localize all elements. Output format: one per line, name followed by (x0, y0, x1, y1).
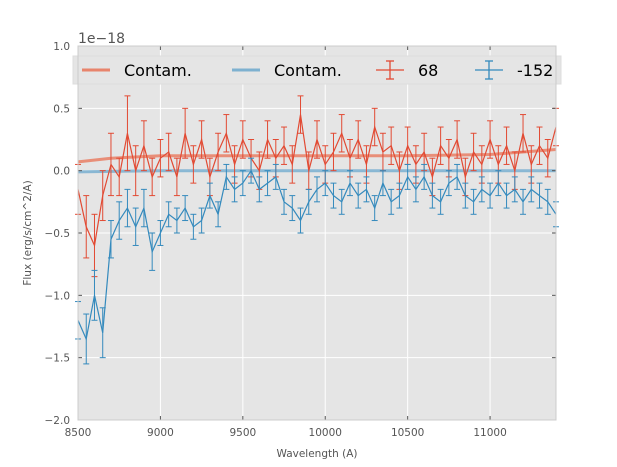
y-tick-label: −1.5 (45, 353, 71, 365)
y-offset-label: 1e−18 (78, 31, 125, 47)
legend-item: -152 (475, 60, 553, 80)
y-tick-label: −0.5 (45, 228, 71, 240)
series-layer (75, 95, 559, 365)
legend-item: Contam. (82, 61, 192, 80)
series-line (77, 114, 557, 248)
y-tick-label: −2.0 (45, 415, 71, 427)
legend-label: Contam. (274, 61, 342, 80)
legend-label: -152 (517, 61, 553, 80)
series-3 (75, 157, 559, 365)
legend-item: 68 (376, 60, 438, 80)
series-1 (77, 169, 556, 174)
x-tick-label: 9500 (229, 427, 256, 439)
y-axis-label: Flux (erg/s/cm^2/A) (22, 180, 34, 285)
x-tick-label: 10500 (391, 427, 424, 439)
legend-label: Contam. (124, 61, 192, 80)
contam-line (77, 169, 556, 174)
y-tick-label: 0.0 (53, 166, 70, 178)
y-tick-label: 1.0 (53, 41, 70, 53)
series-line (77, 169, 557, 342)
legend-label: 68 (418, 61, 438, 80)
x-axis-ticks: 8500 9000 9500 10000 10500 11000 (65, 46, 507, 439)
x-axis-label: Wavelength (A) (276, 448, 357, 460)
x-tick-label: 9000 (147, 427, 174, 439)
y-axis-ticks: −2.0 −1.5 −1.0 −0.5 0.0 0.5 1.0 (45, 41, 556, 427)
axes-frame (77, 45, 557, 421)
legend-item: Contam. (232, 61, 342, 80)
x-tick-label: 10000 (309, 427, 342, 439)
x-tick-label: 11000 (473, 427, 506, 439)
legend: Contam. Contam. 68 -152 (72, 55, 562, 85)
y-tick-label: −1.0 (45, 290, 71, 302)
x-tick-label: 8500 (65, 427, 92, 439)
y-tick-label: 0.5 (53, 103, 70, 115)
